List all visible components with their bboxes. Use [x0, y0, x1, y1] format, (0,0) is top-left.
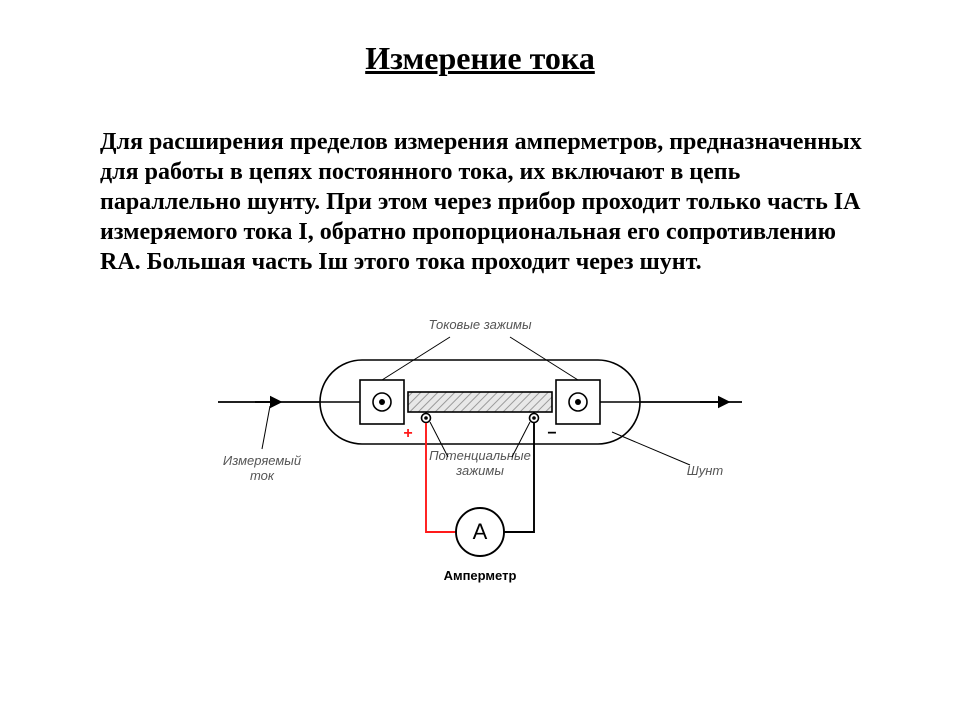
- svg-text:+: +: [403, 425, 412, 442]
- svg-text:A: A: [473, 519, 488, 544]
- body-paragraph: Для расширения пределов измерения амперм…: [100, 127, 880, 277]
- svg-text:Потенциальныезажимы: Потенциальныезажимы: [429, 448, 531, 478]
- shunt-ammeter-diagram: + − A Токовые зажимы Потенциальныезажимы Изме…: [200, 307, 760, 587]
- svg-text:Токовые зажимы: Токовые зажимы: [428, 317, 532, 332]
- diagram-container: + − A Токовые зажимы Потенциальныезажимы Изме…: [60, 307, 900, 587]
- svg-text:Амперметр: Амперметр: [444, 568, 517, 583]
- page-title: Измерение тока: [60, 40, 900, 77]
- svg-text:Измеряемыйток: Измеряемыйток: [223, 453, 301, 483]
- svg-text:−: −: [547, 425, 556, 442]
- svg-text:Шунт: Шунт: [687, 463, 724, 478]
- slide: Измерение тока Для расширения пределов и…: [0, 0, 960, 720]
